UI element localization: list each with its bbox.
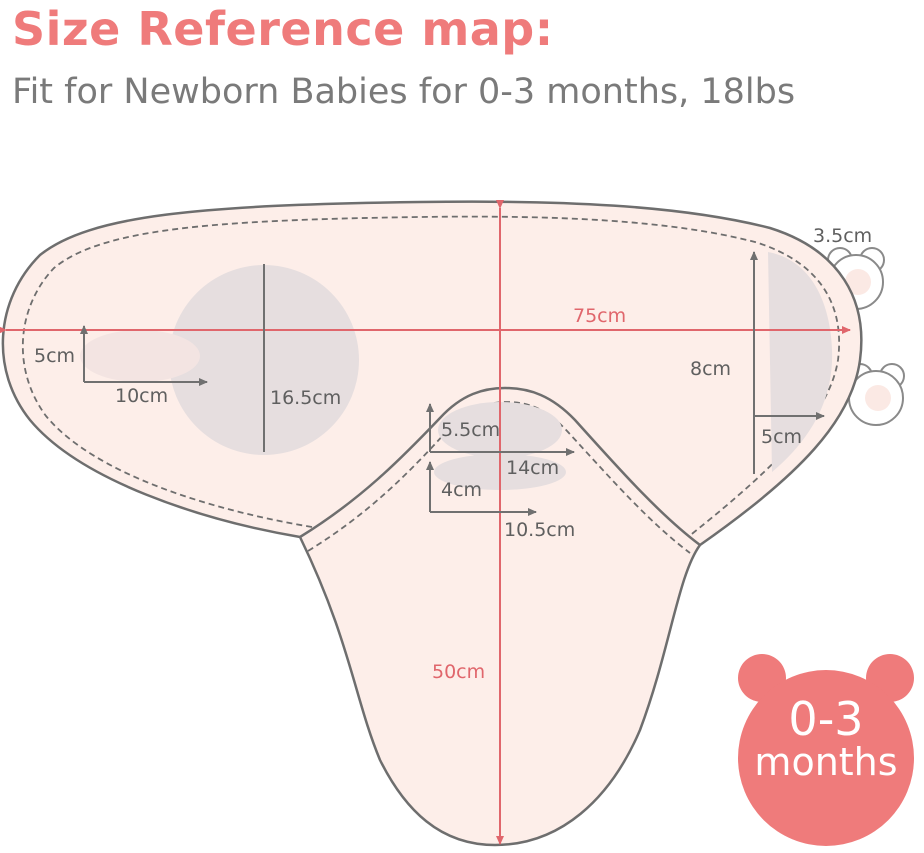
left-patch — [80, 330, 200, 382]
right-vertical-label: 8cm — [690, 358, 731, 380]
page-subtitle: Fit for Newborn Babies for 0-3 months, 1… — [12, 72, 796, 112]
left-vertical-label: 5cm — [34, 345, 75, 367]
bear-badge-icon — [738, 654, 914, 846]
left-horizontal-label: 10cm — [115, 385, 168, 407]
length-label: 50cm — [432, 661, 485, 683]
ear-size-label: 3.5cm — [813, 225, 872, 247]
head-circle-label: 16.5cm — [270, 387, 341, 409]
width-label: 75cm — [573, 305, 626, 327]
neck-top-vertical-label: 5.5cm — [441, 419, 500, 441]
neck-top-horizontal-label: 14cm — [506, 457, 559, 479]
swaddle-seam — [22, 215, 840, 538]
neck-seam — [307, 401, 691, 554]
page-title: Size Reference map: — [12, 2, 554, 56]
badge-unit: months — [754, 740, 898, 784]
neck-bottom-vertical-label: 4cm — [441, 479, 482, 501]
badge-range: 0-3 — [788, 692, 864, 746]
age-badge: 0-3 months — [728, 648, 924, 848]
neck-bottom-horizontal-label: 10.5cm — [504, 519, 575, 541]
right-horizontal-label: 5cm — [761, 426, 802, 448]
